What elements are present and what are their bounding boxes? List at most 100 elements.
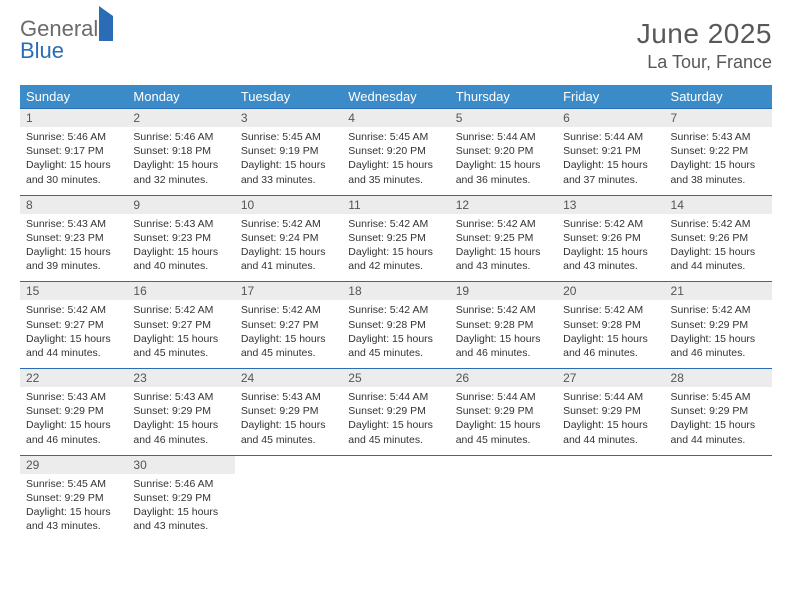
sunrise-line: Sunrise: 5:45 AM [671, 390, 766, 404]
day-number-row: 22232425262728 [20, 369, 772, 388]
day-detail-cell: Sunrise: 5:44 AMSunset: 9:29 PMDaylight:… [342, 387, 449, 455]
sunrise-value: 5:42 AM [497, 304, 536, 316]
sunrise-line: Sunrise: 5:42 AM [671, 217, 766, 231]
daylight-value: 15 hours and 46 minutes. [456, 333, 541, 359]
logo: General Blue [20, 18, 113, 62]
sunrise-value: 5:45 AM [712, 391, 751, 403]
sunset-line: Sunset: 9:24 PM [241, 231, 336, 245]
sunset-line: Sunset: 9:29 PM [241, 404, 336, 418]
sunrise-value: 5:44 AM [497, 391, 536, 403]
sunset-line: Sunset: 9:29 PM [26, 491, 121, 505]
daylight-value: 15 hours and 39 minutes. [26, 246, 111, 272]
daylight-line: Daylight: 15 hours and 33 minutes. [241, 158, 336, 186]
daylight-value: 15 hours and 45 minutes. [241, 333, 326, 359]
daylight-value: 15 hours and 38 minutes. [671, 159, 756, 185]
sunset-line: Sunset: 9:23 PM [133, 231, 228, 245]
sunrise-value: 5:46 AM [175, 131, 214, 143]
day-detail-cell: Sunrise: 5:46 AMSunset: 9:18 PMDaylight:… [127, 127, 234, 195]
daylight-line: Daylight: 15 hours and 38 minutes. [671, 158, 766, 186]
day-detail-cell: Sunrise: 5:42 AMSunset: 9:24 PMDaylight:… [235, 214, 342, 282]
day-detail-cell [665, 474, 772, 542]
day-detail-cell: Sunrise: 5:42 AMSunset: 9:27 PMDaylight:… [235, 300, 342, 368]
sunrise-value: 5:44 AM [605, 391, 644, 403]
sunset-value: 9:29 PM [172, 405, 211, 417]
weekday-header: Friday [557, 85, 664, 109]
day-number-cell [557, 455, 664, 474]
sunset-value: 9:29 PM [279, 405, 318, 417]
daylight-value: 15 hours and 43 minutes. [563, 246, 648, 272]
day-detail-cell: Sunrise: 5:43 AMSunset: 9:29 PMDaylight:… [235, 387, 342, 455]
daylight-line: Daylight: 15 hours and 35 minutes. [348, 158, 443, 186]
sunrise-value: 5:42 AM [390, 218, 429, 230]
day-detail-cell: Sunrise: 5:46 AMSunset: 9:17 PMDaylight:… [20, 127, 127, 195]
sunset-line: Sunset: 9:22 PM [671, 144, 766, 158]
day-detail-cell: Sunrise: 5:42 AMSunset: 9:25 PMDaylight:… [342, 214, 449, 282]
daylight-line: Daylight: 15 hours and 44 minutes. [26, 332, 121, 360]
daylight-value: 15 hours and 46 minutes. [26, 419, 111, 445]
daylight-value: 15 hours and 41 minutes. [241, 246, 326, 272]
daylight-value: 15 hours and 43 minutes. [133, 506, 218, 532]
daylight-line: Daylight: 15 hours and 43 minutes. [456, 245, 551, 273]
sunrise-value: 5:46 AM [67, 131, 106, 143]
sunset-value: 9:20 PM [387, 145, 426, 157]
day-detail-cell: Sunrise: 5:43 AMSunset: 9:29 PMDaylight:… [127, 387, 234, 455]
sunset-line: Sunset: 9:29 PM [456, 404, 551, 418]
day-number-cell: 12 [450, 195, 557, 214]
daylight-value: 15 hours and 43 minutes. [26, 506, 111, 532]
daylight-value: 15 hours and 40 minutes. [133, 246, 218, 272]
daylight-line: Daylight: 15 hours and 40 minutes. [133, 245, 228, 273]
daylight-line: Daylight: 15 hours and 44 minutes. [671, 245, 766, 273]
sunrise-value: 5:42 AM [67, 304, 106, 316]
day-detail-cell: Sunrise: 5:42 AMSunset: 9:28 PMDaylight:… [557, 300, 664, 368]
sunrise-line: Sunrise: 5:46 AM [26, 130, 121, 144]
daylight-value: 15 hours and 32 minutes. [133, 159, 218, 185]
sunset-value: 9:20 PM [494, 145, 533, 157]
title-block: June 2025 La Tour, France [637, 18, 772, 73]
day-number-cell: 25 [342, 369, 449, 388]
day-detail-cell: Sunrise: 5:45 AMSunset: 9:29 PMDaylight:… [665, 387, 772, 455]
weekday-header: Saturday [665, 85, 772, 109]
day-number-cell: 7 [665, 109, 772, 128]
daylight-value: 15 hours and 44 minutes. [26, 333, 111, 359]
sunrise-line: Sunrise: 5:45 AM [26, 477, 121, 491]
sunrise-value: 5:45 AM [390, 131, 429, 143]
sunrise-line: Sunrise: 5:42 AM [456, 303, 551, 317]
day-detail-row: Sunrise: 5:45 AMSunset: 9:29 PMDaylight:… [20, 474, 772, 542]
day-detail-cell: Sunrise: 5:44 AMSunset: 9:21 PMDaylight:… [557, 127, 664, 195]
day-detail-cell: Sunrise: 5:44 AMSunset: 9:29 PMDaylight:… [450, 387, 557, 455]
day-detail-cell: Sunrise: 5:43 AMSunset: 9:23 PMDaylight:… [127, 214, 234, 282]
day-detail-cell: Sunrise: 5:45 AMSunset: 9:20 PMDaylight:… [342, 127, 449, 195]
daylight-line: Daylight: 15 hours and 45 minutes. [241, 418, 336, 446]
daylight-value: 15 hours and 37 minutes. [563, 159, 648, 185]
sunrise-value: 5:45 AM [282, 131, 321, 143]
sunrise-line: Sunrise: 5:42 AM [563, 303, 658, 317]
sunrise-line: Sunrise: 5:44 AM [456, 390, 551, 404]
sunset-line: Sunset: 9:29 PM [26, 404, 121, 418]
daylight-line: Daylight: 15 hours and 45 minutes. [133, 332, 228, 360]
day-detail-cell: Sunrise: 5:42 AMSunset: 9:25 PMDaylight:… [450, 214, 557, 282]
daylight-line: Daylight: 15 hours and 44 minutes. [671, 418, 766, 446]
logo-word-2: Blue [20, 38, 64, 63]
sunrise-line: Sunrise: 5:43 AM [26, 217, 121, 231]
day-number-cell: 21 [665, 282, 772, 301]
sunset-value: 9:18 PM [172, 145, 211, 157]
sunrise-value: 5:44 AM [605, 131, 644, 143]
sunset-line: Sunset: 9:25 PM [456, 231, 551, 245]
day-number-cell: 9 [127, 195, 234, 214]
daylight-line: Daylight: 15 hours and 32 minutes. [133, 158, 228, 186]
day-number-cell: 6 [557, 109, 664, 128]
day-number-cell: 29 [20, 455, 127, 474]
sunrise-line: Sunrise: 5:42 AM [563, 217, 658, 231]
sunrise-line: Sunrise: 5:42 AM [348, 303, 443, 317]
daylight-line: Daylight: 15 hours and 45 minutes. [348, 332, 443, 360]
day-detail-cell: Sunrise: 5:45 AMSunset: 9:19 PMDaylight:… [235, 127, 342, 195]
day-number-cell: 5 [450, 109, 557, 128]
daylight-value: 15 hours and 46 minutes. [133, 419, 218, 445]
sunset-line: Sunset: 9:27 PM [133, 318, 228, 332]
daylight-line: Daylight: 15 hours and 44 minutes. [563, 418, 658, 446]
weekday-header: Tuesday [235, 85, 342, 109]
day-detail-cell: Sunrise: 5:42 AMSunset: 9:27 PMDaylight:… [20, 300, 127, 368]
day-detail-cell [342, 474, 449, 542]
sunset-value: 9:27 PM [172, 319, 211, 331]
day-number-row: 1234567 [20, 109, 772, 128]
